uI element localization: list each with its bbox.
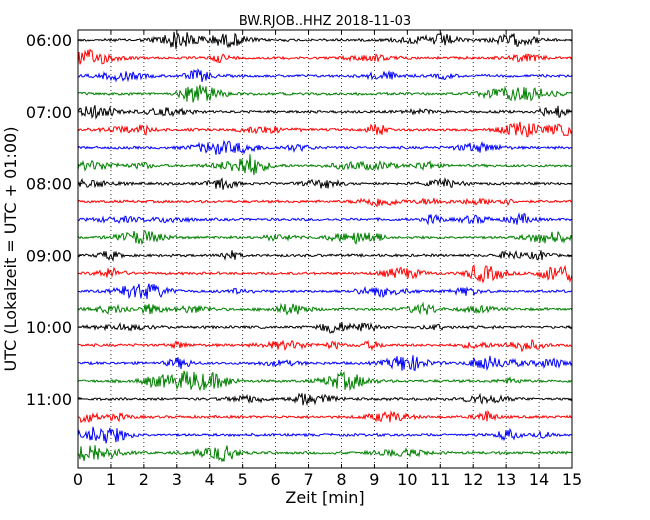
y-tick-label: 06:00 <box>26 31 72 50</box>
y-tick-label: 08:00 <box>26 175 72 194</box>
trace-line <box>77 355 573 372</box>
trace-line <box>77 68 573 83</box>
trace-line <box>77 370 573 392</box>
y-axis-label: UTC (Lokalzeit = UTC + 01:00) <box>1 127 20 372</box>
trace-line <box>77 84 573 103</box>
trace-line <box>77 264 573 284</box>
trace-line <box>77 322 573 334</box>
trace-line <box>77 154 573 176</box>
chart-title: BW.RJOB..HHZ 2018-11-03 <box>239 14 411 29</box>
x-tick-label: 1 <box>106 470 116 489</box>
x-tick-label: 12 <box>463 470 483 489</box>
x-tick-label: 10 <box>397 470 417 489</box>
y-tick-label: 07:00 <box>26 103 72 122</box>
trace-line <box>77 339 573 353</box>
y-tick-label: 09:00 <box>26 246 72 265</box>
trace-line <box>77 409 573 424</box>
trace-line <box>77 212 573 226</box>
x-tick-label: 7 <box>303 470 313 489</box>
x-axis: 0 1 2 3 4 5 6 7 8 9 10 11 12 13 14 15 <box>73 30 582 489</box>
x-tick-label: 4 <box>205 470 215 489</box>
trace-line <box>77 283 573 300</box>
trace-line <box>77 301 573 316</box>
trace-line <box>77 426 573 444</box>
seismic-traces <box>77 31 573 463</box>
x-tick-label: 6 <box>271 470 281 489</box>
x-tick-label: 5 <box>238 470 248 489</box>
trace-line <box>77 177 573 190</box>
trace-line <box>77 48 573 65</box>
x-tick-label: 2 <box>139 470 149 489</box>
x-tick-label: 9 <box>369 470 379 489</box>
trace-line <box>77 121 573 138</box>
y-tick-label: 11:00 <box>26 390 72 409</box>
y-axis: 06:00 07:00 08:00 09:00 10:00 11:00 <box>26 31 572 409</box>
x-tick-label: 8 <box>336 470 346 489</box>
x-tick-label: 15 <box>562 470 582 489</box>
x-axis-label: Zeit [min] <box>285 488 364 507</box>
x-tick-label: 3 <box>172 470 182 489</box>
x-tick-label: 0 <box>73 470 83 489</box>
plot-frame <box>77 29 573 469</box>
x-tick-label: 13 <box>496 470 516 489</box>
y-tick-label: 10:00 <box>26 318 72 337</box>
trace-line <box>77 31 573 50</box>
trace-line <box>77 230 573 246</box>
trace-line <box>77 445 573 463</box>
x-tick-label: 14 <box>529 470 549 489</box>
trace-line <box>77 392 573 407</box>
trace-line <box>77 139 573 155</box>
trace-line <box>77 105 573 120</box>
x-tick-label: 11 <box>430 470 450 489</box>
trace-line <box>77 197 573 208</box>
trace-line <box>77 249 573 263</box>
